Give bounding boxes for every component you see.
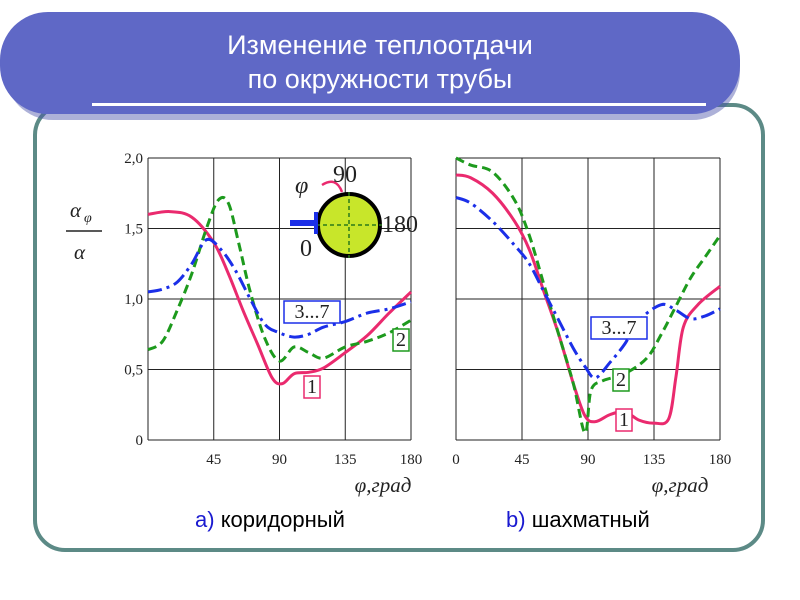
series-label-37: 3...7 — [602, 317, 637, 339]
series-line-37 — [455, 196, 721, 380]
title-bar — [0, 12, 740, 114]
x-tick-label: 0 — [452, 452, 460, 468]
series-line-2 — [455, 156, 722, 435]
slide-title-line-1: Изменение теплоотдачи — [227, 30, 533, 60]
inset-label-180: 180 — [382, 212, 418, 238]
series-line-37 — [147, 237, 412, 339]
caption-corridor-text: коридорный — [220, 507, 345, 532]
series-label-2: 2 — [616, 369, 626, 391]
y-axis-label-top: α — [70, 198, 82, 222]
title-underline — [92, 103, 706, 106]
x-tick-label: 135 — [643, 452, 666, 468]
inset-label-0: 0 — [300, 236, 312, 262]
series-label-box-1 — [615, 408, 633, 432]
series-label-box-1 — [303, 375, 321, 399]
inset-label-90: 90 — [333, 162, 357, 188]
caption-staggered-letter: b) — [506, 507, 526, 532]
series-label-1: 1 — [307, 376, 317, 398]
x-tick-label: 45 — [206, 452, 221, 468]
x-tick-label: 180 — [400, 452, 423, 468]
series-label-box-37 — [283, 300, 341, 324]
y-tick-label: 1,5 — [124, 222, 143, 238]
x-tick-label: 45 — [515, 452, 530, 468]
y-tick-label: 0,5 — [124, 363, 143, 379]
x-tick-label: 90 — [581, 452, 596, 468]
slide-title-line-2: по окружности трубы — [247, 64, 513, 94]
phi-angle-arc — [321, 180, 344, 193]
x-axis-label: φ,град — [355, 473, 412, 497]
caption-corridor: a) коридорный — [195, 507, 345, 533]
series-label-1: 1 — [619, 409, 629, 431]
x-tick-label: 135 — [334, 452, 357, 468]
series-line-1 — [455, 173, 721, 426]
series-line-2 — [147, 195, 412, 363]
series-label-37: 3...7 — [295, 301, 330, 323]
caption-staggered-text: шахматный — [531, 507, 650, 532]
tube-inset: φ 90 180 0 — [290, 162, 418, 262]
x-tick-label: 180 — [709, 452, 732, 468]
series-label-2: 2 — [396, 329, 406, 351]
series-label-box-37 — [590, 316, 648, 340]
y-tick-label: 0 — [136, 433, 144, 449]
x-tick-label: 90 — [272, 452, 287, 468]
caption-staggered: b) шахматный — [506, 507, 650, 533]
x-axis-label: φ,град — [652, 473, 709, 497]
caption-corridor-letter: a) — [195, 507, 215, 532]
chart-panel-corridor: 45 90 135 180 0 0,5 1,0 1,5 2,0 φ,град 1 2 3...7 — [124, 151, 422, 497]
inset-phi-label: φ — [295, 173, 308, 199]
tube-circle — [316, 192, 382, 258]
series-label-box-2 — [392, 328, 410, 352]
y-tick-label: 1,0 — [124, 292, 143, 308]
series-label-box-2 — [612, 368, 630, 392]
y-axis-label-bottom: α — [74, 240, 86, 264]
y-tick-label: 2,0 — [124, 151, 143, 167]
y-axis-label-top-sub: φ — [84, 211, 92, 226]
